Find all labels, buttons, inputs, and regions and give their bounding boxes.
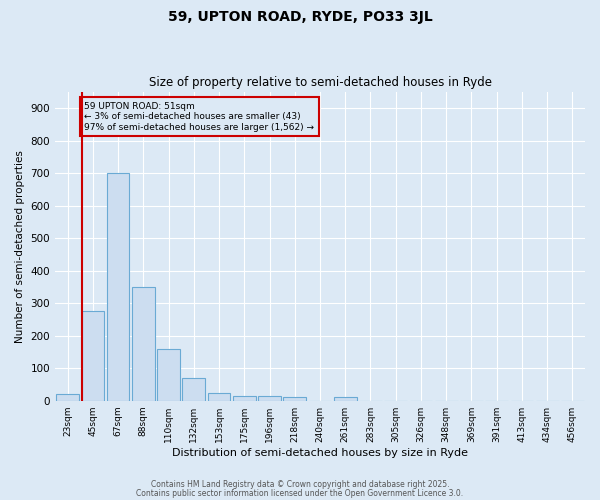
Bar	[132, 287, 155, 401]
Bar	[208, 392, 230, 400]
Text: Contains public sector information licensed under the Open Government Licence 3.: Contains public sector information licen…	[136, 488, 464, 498]
Bar	[334, 398, 356, 400]
X-axis label: Distribution of semi-detached houses by size in Ryde: Distribution of semi-detached houses by …	[172, 448, 468, 458]
Text: 59 UPTON ROAD: 51sqm
← 3% of semi-detached houses are smaller (43)
97% of semi-d: 59 UPTON ROAD: 51sqm ← 3% of semi-detach…	[84, 102, 314, 132]
Text: 59, UPTON ROAD, RYDE, PO33 3JL: 59, UPTON ROAD, RYDE, PO33 3JL	[167, 10, 433, 24]
Y-axis label: Number of semi-detached properties: Number of semi-detached properties	[15, 150, 25, 343]
Bar	[82, 312, 104, 400]
Bar	[157, 348, 180, 401]
Bar	[182, 378, 205, 400]
Bar	[107, 174, 130, 400]
Text: Contains HM Land Registry data © Crown copyright and database right 2025.: Contains HM Land Registry data © Crown c…	[151, 480, 449, 489]
Bar	[283, 397, 306, 400]
Bar	[258, 396, 281, 400]
Bar	[56, 394, 79, 400]
Title: Size of property relative to semi-detached houses in Ryde: Size of property relative to semi-detach…	[149, 76, 491, 90]
Bar	[233, 396, 256, 400]
